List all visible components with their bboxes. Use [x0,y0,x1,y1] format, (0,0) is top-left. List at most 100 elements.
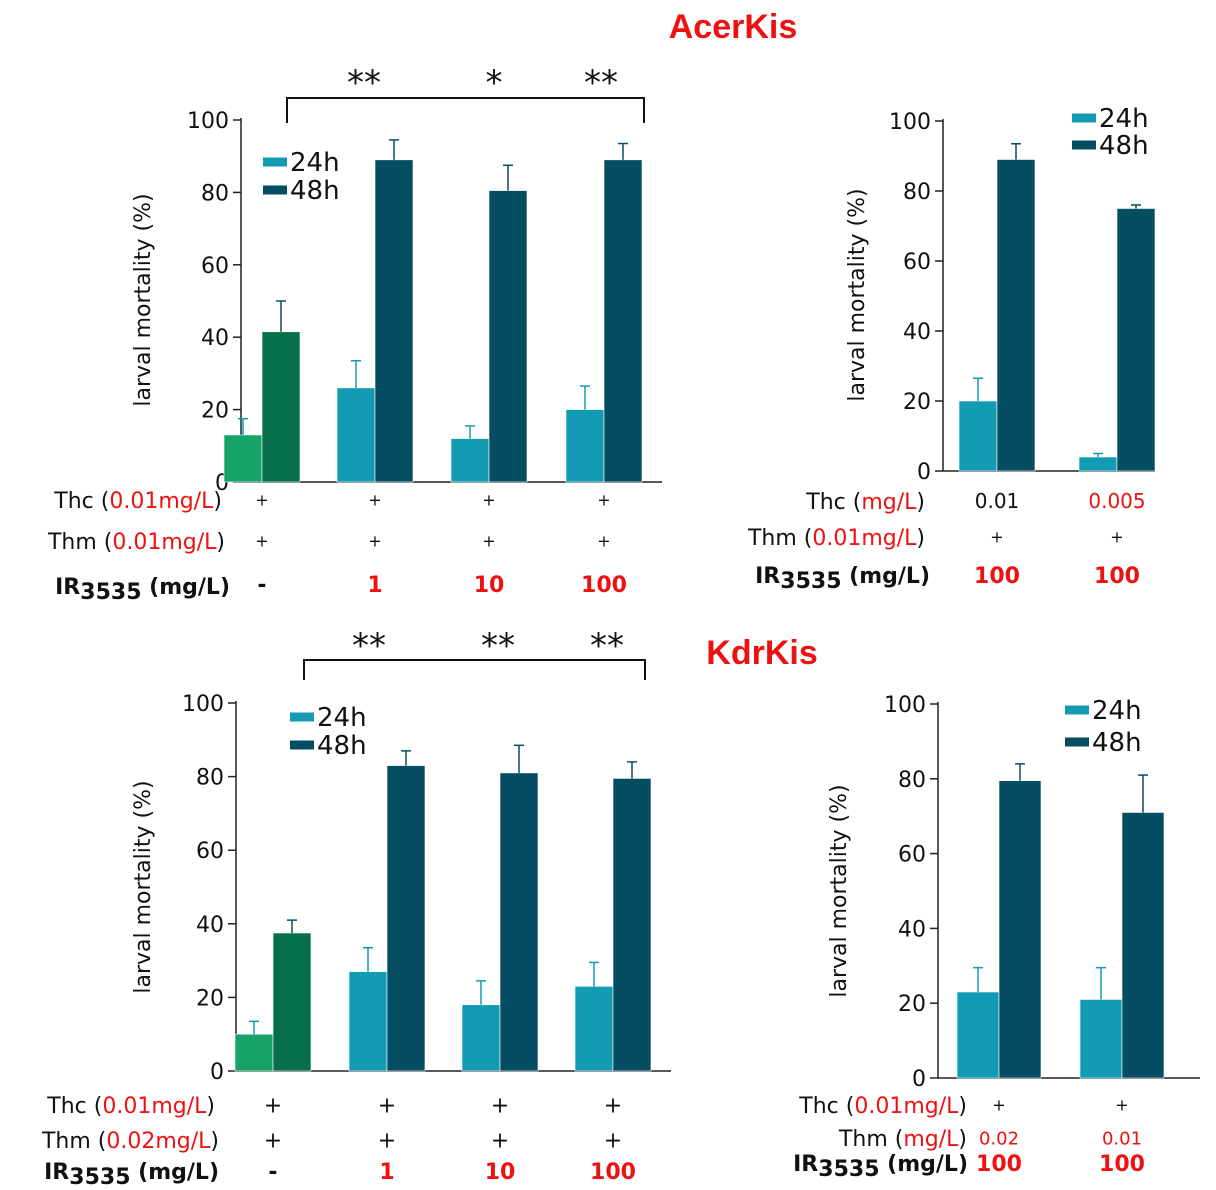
treatment-value: + [378,1129,396,1154]
treatment-value: 0.01 [1102,1128,1142,1149]
y-tick-label: 100 [889,110,931,135]
legend-swatch-48h [1065,737,1089,747]
y-tick-label: 0 [912,1067,926,1092]
y-tick-label: 40 [903,320,931,345]
ir3535-label: IR3535 (mg/L) [55,575,230,605]
legend-label-24h: 24h [1092,696,1142,726]
bar-24h-2 [450,438,490,483]
dose-label: 100 [1094,564,1140,589]
y-axis-label: larval mortality (%) [845,188,870,401]
y-tick-label: 0 [917,460,931,485]
y-tick-label: 40 [898,917,926,942]
y-tick-label: 100 [182,692,224,717]
y-tick-label: 20 [903,390,931,415]
bar-24h-1 [1078,456,1118,472]
bar-48h-1 [386,765,426,1072]
legend-label-48h: 48h [317,731,367,761]
legend-label-48h: 48h [290,176,340,206]
dose-label: 10 [474,573,505,598]
y-tick-label: 80 [196,766,224,791]
legend-swatch-48h [1072,140,1096,150]
treatment-value: + [491,1129,509,1154]
y-tick-label: 60 [201,254,229,279]
bar-24h-2 [461,1004,501,1072]
bar-48h-3 [603,159,643,483]
ir3535-label: IR3535 (mg/L) [44,1160,219,1190]
treatment-value: 0.01 [975,489,1020,513]
bar-48h-0 [996,159,1036,472]
significance-bracket [303,659,646,680]
treatment-value: + [378,1094,396,1119]
treatment-value: + [368,491,381,510]
bar-48h-0 [261,331,301,483]
bar-24h-1 [336,387,376,483]
treatment-row-label: Thc (mg/L) [805,490,925,515]
ir3535-label: IR3535 (mg/L) [793,1152,968,1182]
dose-label: 100 [974,564,1020,589]
treatment-value: + [604,1094,622,1119]
legend-swatch-24h [1065,705,1089,715]
dose-label: 10 [485,1160,516,1185]
significance-stars: ** [481,626,515,666]
bar-48h-1 [1116,208,1156,472]
treatment-value: + [597,532,610,551]
legend-swatch-24h [263,157,287,167]
treatment-value: + [482,532,495,551]
dose-label: 100 [976,1152,1022,1177]
y-axis-label: larval mortality (%) [131,780,156,993]
treatment-row-label: Thc (0.01mg/L) [46,1094,215,1119]
treatment-value: + [1110,528,1123,547]
dose-label: 1 [379,1160,394,1185]
bar-24h-0 [223,434,263,483]
bar-24h-3 [565,409,605,483]
bar-48h-0 [998,780,1042,1079]
treatment-row-label: Thm (0.02mg/L) [41,1129,219,1154]
legend-label-24h: 24h [1099,104,1149,134]
significance-stars: ** [352,626,386,666]
treatment-value: + [597,491,610,510]
treatment-value: + [368,532,381,551]
y-tick-label: 60 [903,250,931,275]
treatment-value: 0.02 [979,1128,1019,1149]
treatment-row-label: Thc (0.01mg/L) [798,1094,967,1119]
treatment-row-label: Thm (0.01mg/L) [47,530,225,555]
y-tick-label: 20 [898,992,926,1017]
y-axis-label: larval mortality (%) [131,193,156,406]
y-tick-label: 80 [903,180,931,205]
bar-48h-2 [488,190,528,483]
bar-48h-2 [499,772,539,1072]
y-tick-label: 60 [898,843,926,868]
bar-24h-1 [348,971,388,1072]
significance-stars: ** [347,63,381,103]
bar-24h-0 [956,991,1000,1079]
significance-stars: ** [590,626,624,666]
y-tick-label: 20 [201,399,229,424]
y-tick-label: 20 [196,986,224,1011]
legend-label-24h: 24h [317,703,367,733]
treatment-value: + [482,491,495,510]
dose-label: 100 [581,573,627,598]
significance-stars: ** [584,63,618,103]
bar-48h-0 [272,932,312,1072]
treatment-row-label: Thm (mg/L) [838,1127,967,1152]
treatment-row-label: Thm (0.01mg/L) [747,526,925,551]
title-acerkis: AcerKis [669,8,798,46]
treatment-value: + [491,1094,509,1119]
treatment-value: 0.005 [1088,489,1145,513]
bar-48h-1 [1121,812,1165,1079]
legend-label-24h: 24h [290,148,340,178]
y-tick-label: 40 [196,913,224,938]
legend-swatch-24h [290,712,314,722]
y-tick-label: 100 [187,109,229,134]
treatment-value: + [264,1094,282,1119]
treatment-value: + [264,1129,282,1154]
legend-swatch-24h [1072,113,1096,123]
bar-24h-1 [1079,999,1123,1079]
treatment-value: + [255,491,268,510]
y-tick-label: 100 [884,693,926,718]
